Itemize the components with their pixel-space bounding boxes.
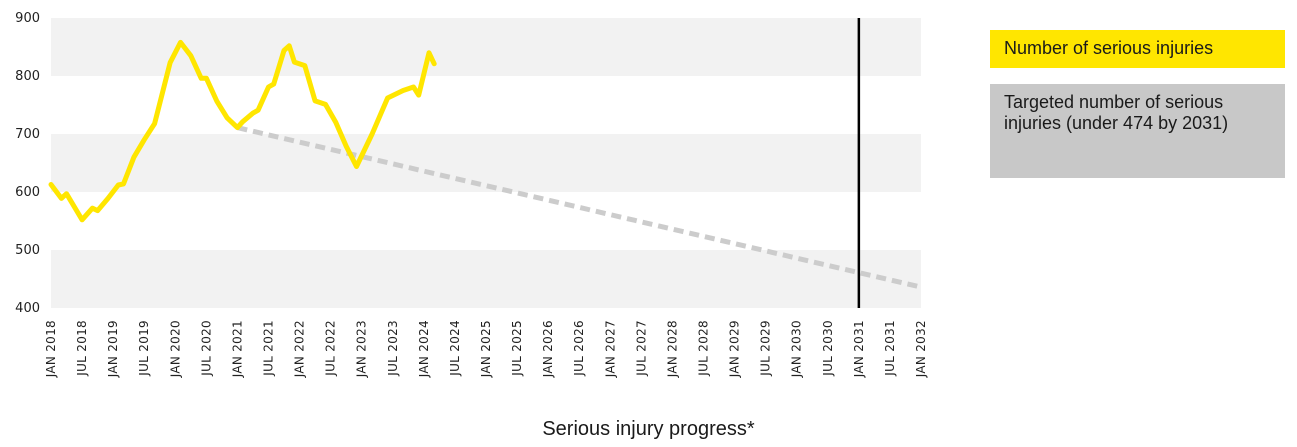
data-point <box>169 61 171 64</box>
x-tick-label: JUL 2026 <box>572 320 586 377</box>
data-point <box>293 61 296 63</box>
x-tick-label: JAN 2022 <box>293 320 307 378</box>
data-point <box>324 103 327 106</box>
x-tick-label: JUL 2019 <box>137 320 151 377</box>
legend-item-serious-injuries: Number of serious injuries <box>990 30 1285 68</box>
y-tick-label: 700 <box>15 127 40 142</box>
chart-caption: Serious injury progress* <box>542 418 755 440</box>
data-point <box>153 122 156 125</box>
data-point <box>179 41 182 44</box>
x-tick-label: JAN 2032 <box>914 320 928 378</box>
x-tick-label: JUL 2029 <box>759 320 773 377</box>
legend-item-target: Targeted number of serious injuries (und… <box>990 84 1285 178</box>
data-point <box>355 165 358 168</box>
grid-band <box>51 250 921 308</box>
data-point <box>91 207 94 210</box>
data-point <box>81 219 83 221</box>
actual-series <box>48 39 437 223</box>
x-tick-label: JAN 2027 <box>603 320 617 378</box>
data-point <box>428 52 430 54</box>
x-tick-label: JUL 2018 <box>75 320 89 377</box>
x-tick-label: JUL 2024 <box>448 320 462 377</box>
data-point <box>252 112 254 114</box>
data-point <box>76 210 78 212</box>
data-point <box>433 63 436 65</box>
x-tick-label: JUL 2021 <box>262 320 276 377</box>
y-axis-ticks: 400 500 600 700 800 900 <box>15 11 40 316</box>
x-tick-label: JUL 2028 <box>697 320 711 377</box>
data-point <box>283 49 285 52</box>
data-point <box>314 100 316 102</box>
data-point <box>236 126 239 129</box>
x-tick-label: JAN 2028 <box>665 320 679 378</box>
data-point <box>267 86 270 88</box>
legend-label-target: Targeted number of serious injuries (und… <box>1004 92 1229 133</box>
x-axis-ticks: JAN 2018 JUL 2018 JAN 2019 JUL 2019 JAN 2020… <box>44 320 928 378</box>
serious-injuries-line <box>48 39 437 223</box>
data-point <box>65 192 68 195</box>
data-point <box>288 45 291 47</box>
data-point <box>417 94 420 96</box>
data-point <box>143 139 146 141</box>
x-tick-label: JAN 2018 <box>44 320 58 378</box>
data-point <box>303 64 306 67</box>
y-tick-label: 800 <box>15 69 40 84</box>
data-point <box>345 145 347 147</box>
data-point <box>60 197 63 200</box>
x-tick-label: JUL 2031 <box>883 320 897 377</box>
data-point <box>371 133 373 135</box>
data-point <box>107 197 109 200</box>
y-tick-label: 900 <box>15 11 40 26</box>
data-point <box>96 209 99 212</box>
grid-bands <box>51 18 921 308</box>
y-tick-label: 600 <box>15 185 40 200</box>
data-point <box>200 77 202 80</box>
x-tick-label: JAN 2029 <box>728 320 742 378</box>
x-tick-label: JAN 2026 <box>541 320 555 378</box>
y-tick-label: 500 <box>15 243 40 258</box>
data-point <box>257 109 259 112</box>
data-point <box>386 97 389 99</box>
x-tick-label: JUL 2022 <box>324 320 338 377</box>
data-point <box>215 100 218 102</box>
data-point <box>122 183 125 185</box>
data-point <box>50 183 52 186</box>
x-tick-label: JAN 2024 <box>417 320 431 378</box>
grid-band <box>51 134 921 192</box>
data-point <box>133 156 135 158</box>
data-point <box>190 54 192 57</box>
x-tick-label: JAN 2019 <box>106 320 120 378</box>
data-point <box>117 184 120 186</box>
legend-label-serious-injuries: Number of serious injuries <box>1004 38 1214 58</box>
data-point <box>412 86 415 88</box>
data-point <box>272 83 275 85</box>
x-tick-label: JUL 2030 <box>821 320 835 377</box>
data-point <box>241 121 244 123</box>
x-tick-label: JUL 2020 <box>199 320 213 377</box>
x-tick-label: JAN 2031 <box>852 320 866 378</box>
y-tick-label: 400 <box>15 301 40 316</box>
data-point <box>402 89 404 92</box>
x-tick-label: JUL 2027 <box>634 320 648 377</box>
x-tick-label: JAN 2030 <box>790 320 804 378</box>
data-point <box>226 116 228 119</box>
x-tick-label: JAN 2021 <box>230 320 244 378</box>
grid-band <box>51 76 921 134</box>
grid-band <box>51 192 921 250</box>
x-tick-label: JUL 2023 <box>386 320 400 377</box>
x-tick-label: JUL 2025 <box>510 320 524 377</box>
data-point <box>335 121 337 124</box>
data-point <box>205 77 208 80</box>
x-tick-label: JAN 2025 <box>479 320 493 378</box>
x-tick-label: JAN 2020 <box>168 320 182 378</box>
x-tick-label: JAN 2023 <box>355 320 369 378</box>
